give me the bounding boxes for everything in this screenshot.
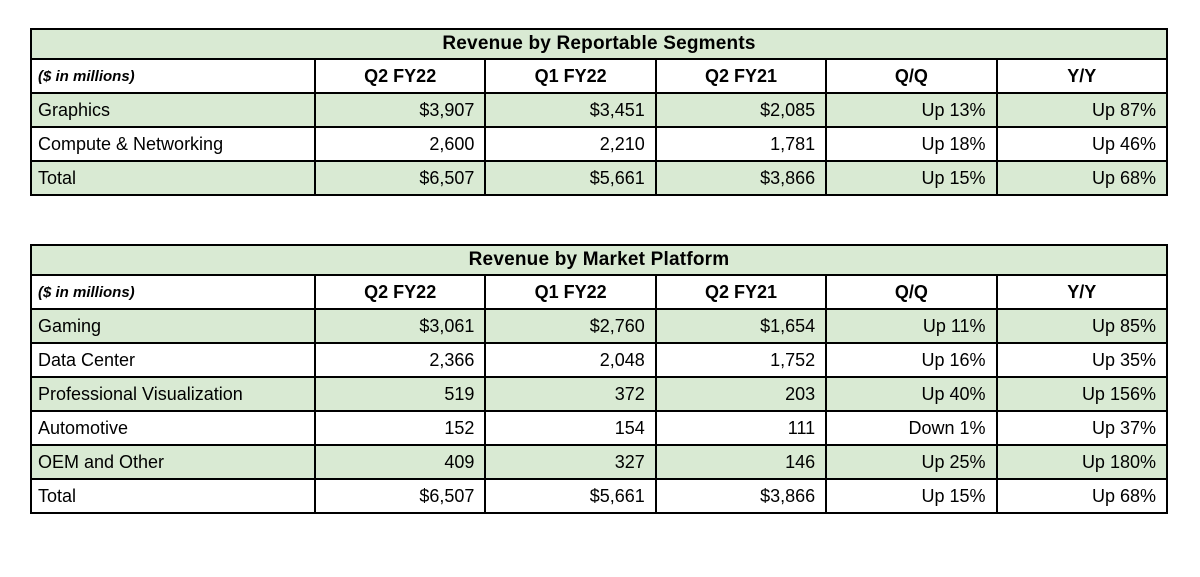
table-cell: $2,760 (484, 308, 657, 344)
row-label: Gaming (30, 308, 316, 344)
table-row-oem-and-other: OEM and Other 409 327 146 Up 25% Up 180% (30, 444, 1169, 480)
table-header-row: ($ in millions) Q2 FY22 Q1 FY22 Q2 FY21 … (30, 274, 1169, 310)
row-label: Total (30, 160, 316, 196)
table-cell: 2,048 (484, 342, 657, 378)
row-label: Graphics (30, 92, 316, 128)
row-label: Compute & Networking (30, 126, 316, 162)
table-cell: 152 (313, 410, 487, 446)
table-cell: Up 46% (995, 126, 1169, 162)
column-header-q1fy22: Q1 FY22 (484, 274, 657, 310)
table-title: Revenue by Market Platform (30, 244, 1168, 276)
table-title: Revenue by Reportable Segments (30, 28, 1168, 60)
table-row-compute-networking: Compute & Networking 2,600 2,210 1,781 U… (30, 126, 1169, 162)
table-cell: 2,366 (313, 342, 487, 378)
table-cell: Up 16% (825, 342, 998, 378)
table-cell: 1,752 (654, 342, 828, 378)
table-cell: Up 35% (995, 342, 1169, 378)
table-cell: Up 18% (825, 126, 998, 162)
table-row-automotive: Automotive 152 154 111 Down 1% Up 37% (30, 410, 1169, 446)
table-cell: $3,866 (654, 478, 828, 514)
table-row-gaming: Gaming $3,061 $2,760 $1,654 Up 11% Up 85… (30, 308, 1169, 344)
table-title-row: Revenue by Reportable Segments (30, 28, 1168, 60)
table-cell: Up 85% (995, 308, 1169, 344)
table-cell: Up 15% (825, 478, 998, 514)
table-row-total: Total $6,507 $5,661 $3,866 Up 15% Up 68% (30, 478, 1169, 514)
table-cell: $2,085 (654, 92, 828, 128)
table-cell: 409 (313, 444, 487, 480)
table-cell: Up 156% (995, 376, 1169, 412)
column-header-qq: Q/Q (825, 274, 998, 310)
table-cell: Down 1% (825, 410, 998, 446)
table-cell: Up 13% (825, 92, 998, 128)
table-cell: Up 87% (995, 92, 1169, 128)
table-cell: 1,781 (654, 126, 828, 162)
unit-label: ($ in millions) (30, 274, 316, 310)
table-cell: 146 (654, 444, 828, 480)
column-header-q2fy22: Q2 FY22 (313, 58, 487, 94)
table-cell: 372 (484, 376, 657, 412)
table-cell: Up 68% (995, 478, 1169, 514)
table-cell: 327 (484, 444, 657, 480)
column-header-q2fy21: Q2 FY21 (654, 58, 828, 94)
column-header-yy: Y/Y (995, 274, 1169, 310)
table-cell: Up 15% (825, 160, 998, 196)
column-header-yy: Y/Y (995, 58, 1169, 94)
row-label: Data Center (30, 342, 316, 378)
table-row-total: Total $6,507 $5,661 $3,866 Up 15% Up 68% (30, 160, 1169, 196)
unit-label: ($ in millions) (30, 58, 316, 94)
table-cell: $3,907 (313, 92, 487, 128)
table-cell: $3,451 (484, 92, 657, 128)
table-cell: Up 37% (995, 410, 1169, 446)
table-cell: $1,654 (654, 308, 828, 344)
table-cell: $3,866 (654, 160, 828, 196)
table-cell: 519 (313, 376, 487, 412)
table-title-row: Revenue by Market Platform (30, 244, 1168, 276)
table-cell: Up 68% (995, 160, 1169, 196)
table-cell: $6,507 (313, 160, 487, 196)
table-cell: Up 40% (825, 376, 998, 412)
table-cell: $5,661 (484, 160, 657, 196)
table-row-professional-visualization: Professional Visualization 519 372 203 U… (30, 376, 1169, 412)
table-cell: $6,507 (313, 478, 487, 514)
table-row-data-center: Data Center 2,366 2,048 1,752 Up 16% Up … (30, 342, 1169, 378)
table-cell: Up 25% (825, 444, 998, 480)
table-cell: $5,661 (484, 478, 657, 514)
column-header-q2fy21: Q2 FY21 (654, 274, 828, 310)
table-cell: Up 11% (825, 308, 998, 344)
revenue-by-market-platform-table: Revenue by Market Platform ($ in million… (30, 244, 1169, 514)
row-label: Automotive (30, 410, 316, 446)
table-cell: 203 (654, 376, 828, 412)
row-label: Total (30, 478, 316, 514)
table-cell: 154 (484, 410, 657, 446)
table-header-row: ($ in millions) Q2 FY22 Q1 FY22 Q2 FY21 … (30, 58, 1169, 94)
column-header-q1fy22: Q1 FY22 (484, 58, 657, 94)
table-row-graphics: Graphics $3,907 $3,451 $2,085 Up 13% Up … (30, 92, 1169, 128)
row-label: OEM and Other (30, 444, 316, 480)
revenue-by-reportable-segments-table: Revenue by Reportable Segments ($ in mil… (30, 28, 1169, 196)
tables-spacer (30, 196, 1168, 244)
table-cell: 111 (654, 410, 828, 446)
table-cell: Up 180% (995, 444, 1169, 480)
table-cell: $3,061 (313, 308, 487, 344)
table-cell: 2,210 (484, 126, 657, 162)
row-label: Professional Visualization (30, 376, 316, 412)
table-cell: 2,600 (313, 126, 487, 162)
column-header-q2fy22: Q2 FY22 (313, 274, 487, 310)
column-header-qq: Q/Q (825, 58, 998, 94)
